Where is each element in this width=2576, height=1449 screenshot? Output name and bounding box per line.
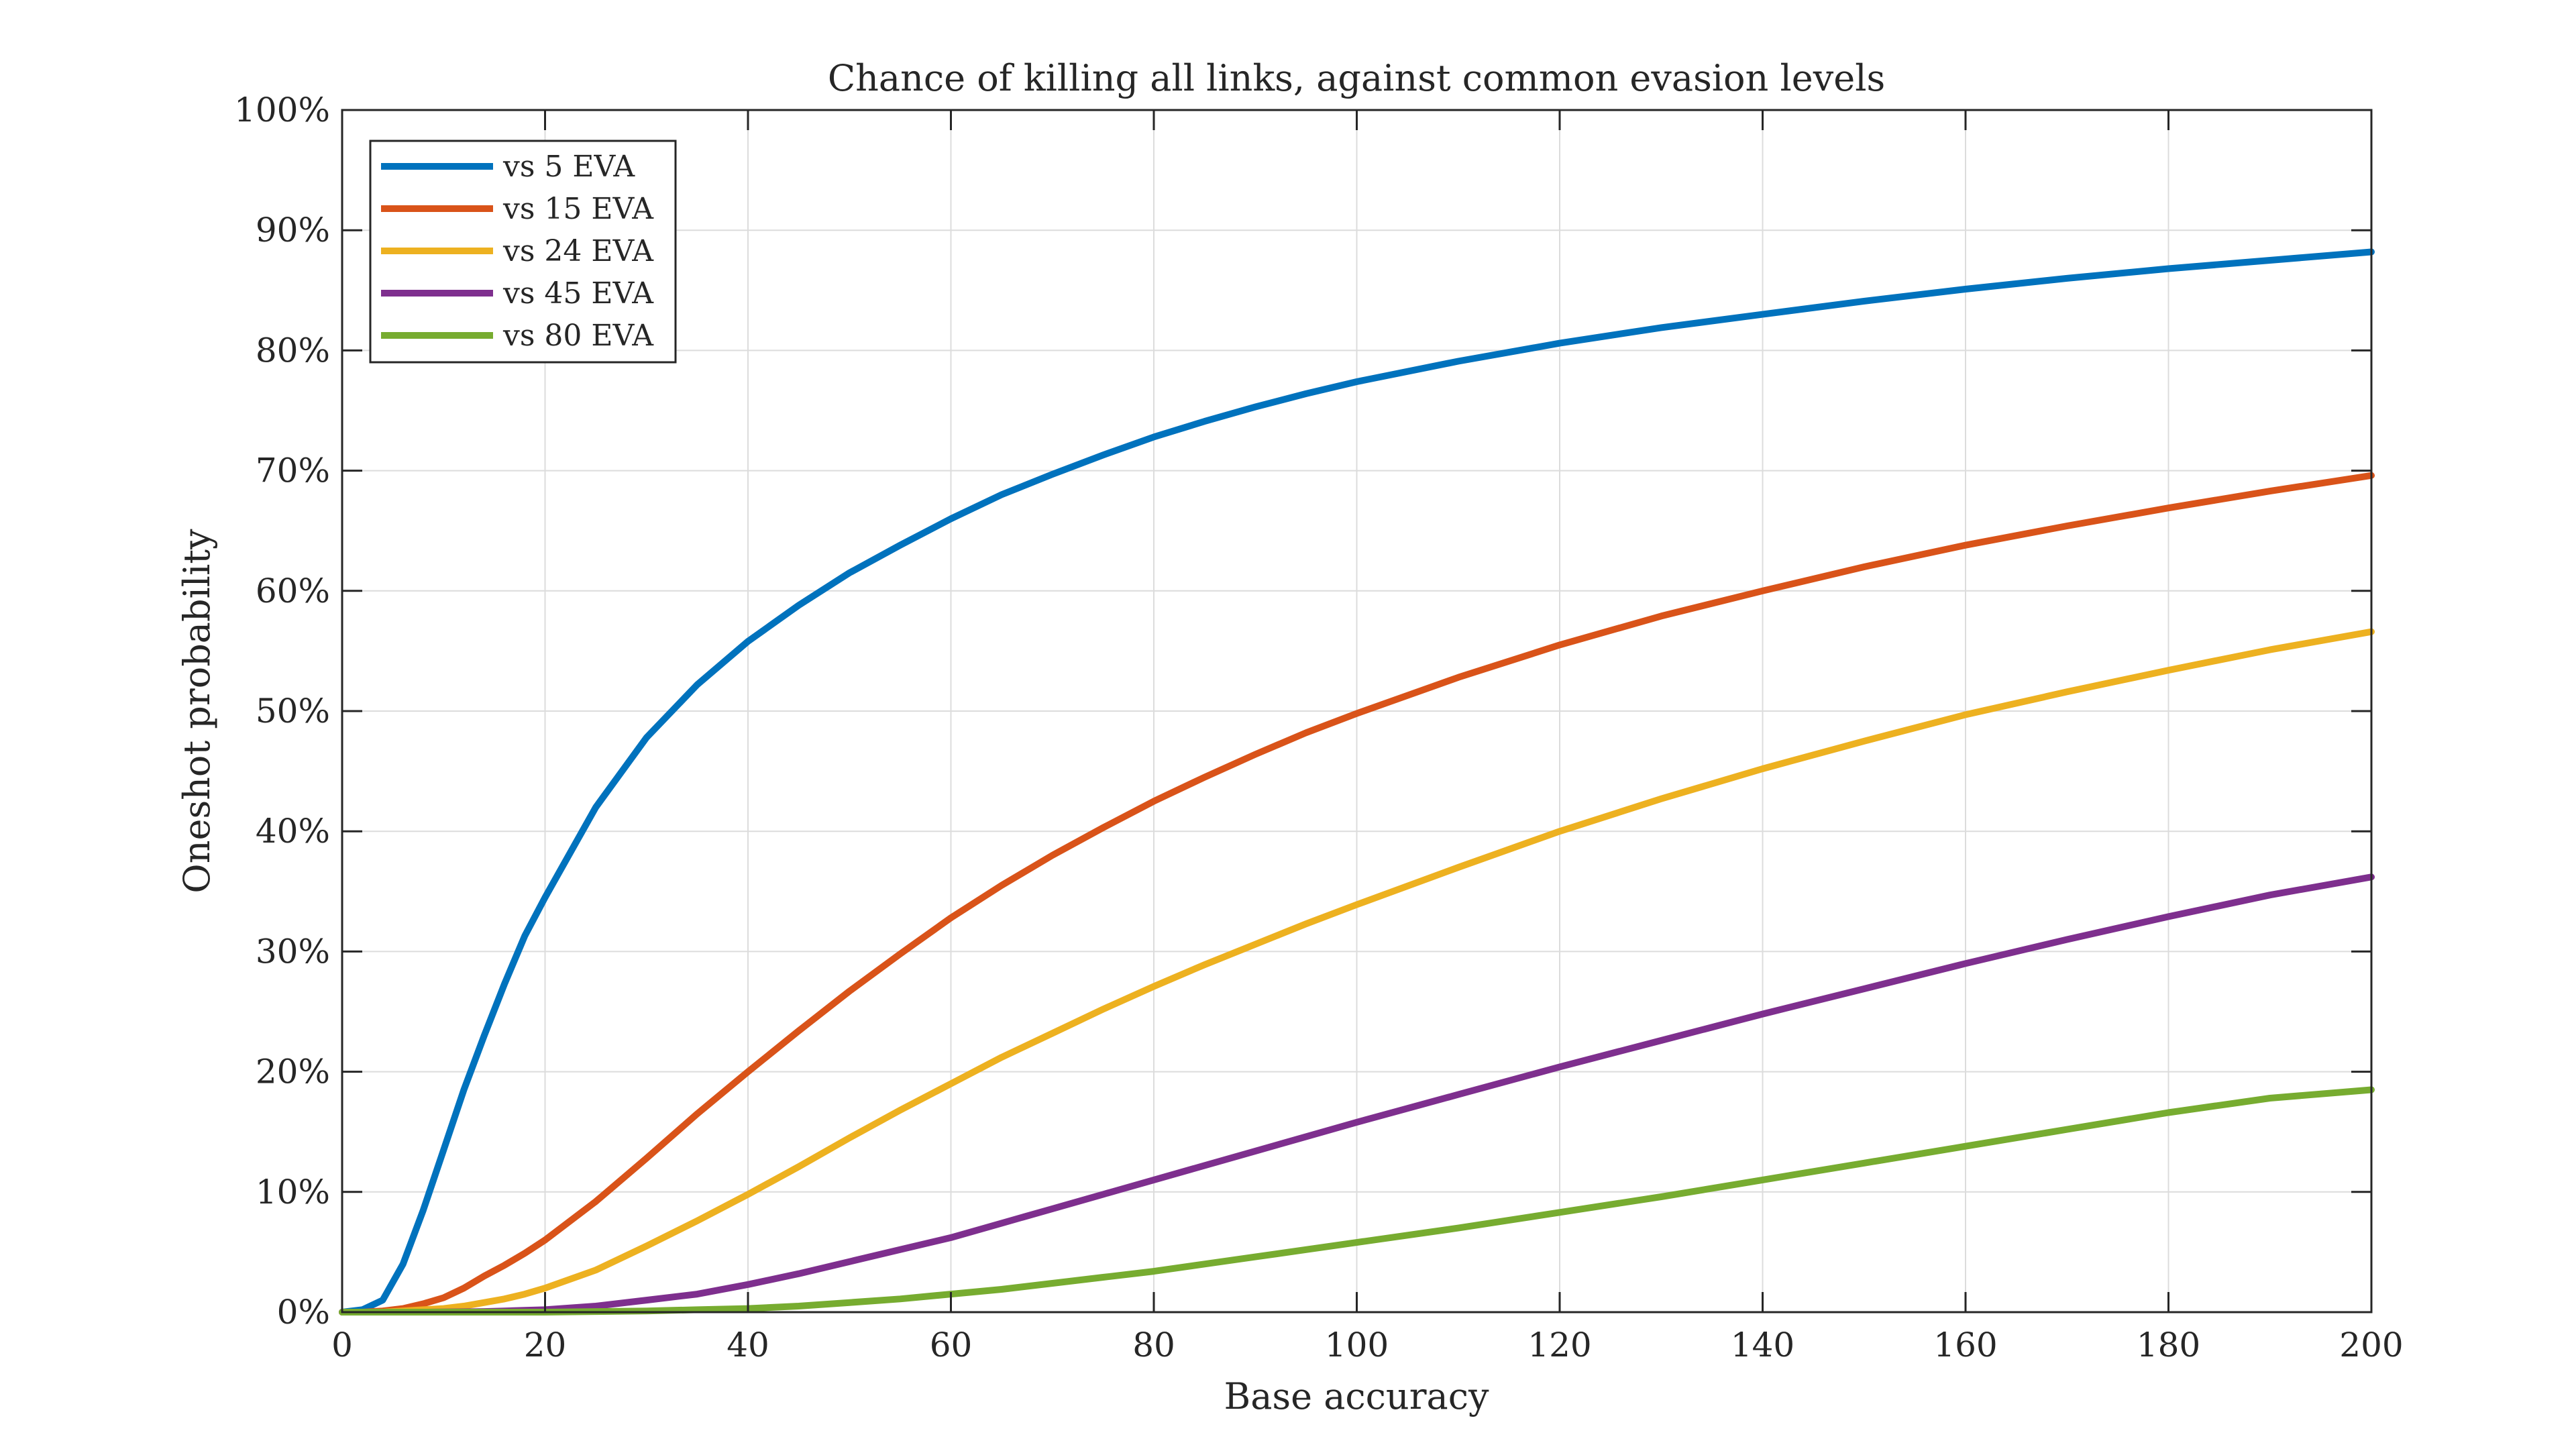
legend-label: vs 5 EVA [502,150,635,184]
series-line-2 [339,472,2375,1316]
ticks [341,109,2373,1313]
x-tick-label: 20 [524,1326,567,1364]
x-tick-label: 200 [2339,1326,2403,1364]
legend-items: vs 5 EVA vs 15 EVA vs 24 EVA vs 45 EVA vs 80… [381,150,654,353]
x-tick-label: 160 [1933,1326,1997,1364]
legend-label: vs 80 EVA [502,319,654,353]
y-tick-label: 20% [256,1053,330,1091]
x-tick-label: 0 [331,1326,353,1364]
legend-label: vs 24 EVA [502,234,654,268]
x-tick-label: 40 [727,1326,769,1364]
x-tick-label: 120 [1527,1326,1591,1364]
series-line-3 [339,628,2375,1316]
x-tick-label: 180 [2137,1326,2200,1364]
legend-label: vs 45 EVA [502,276,654,311]
y-axis-label: Oneshot probability [176,529,218,894]
y-tick-label: 70% [256,451,330,490]
x-tick-label: 60 [930,1326,973,1364]
y-tick-labels: 0% 10% 20% 30% 40% 50% 60% 70% 80% 90% 100% [234,91,330,1332]
legend: vs 5 EVA vs 15 EVA vs 24 EVA vs 45 EVA vs 80… [369,140,677,364]
y-tick-label: 0% [277,1293,330,1332]
y-tick-label: 30% [256,932,330,971]
y-tick-label: 100% [234,91,330,129]
y-tick-label: 60% [256,572,330,610]
y-tick-label: 50% [256,692,330,731]
y-tick-label: 90% [256,211,330,250]
y-tick-label: 10% [256,1173,330,1212]
x-tick-labels: 0 20 40 60 80 100 120 140 160 180 200 [331,1326,2404,1364]
legend-label: vs 15 EVA [502,192,654,226]
x-axis-label: Base accuracy [1224,1375,1489,1417]
x-tick-label: 80 [1132,1326,1175,1364]
y-tick-label: 40% [256,812,330,851]
x-tick-label: 140 [1731,1326,1794,1364]
series-line-1 [339,248,2375,1316]
chart-title: Chance of killing all links, against com… [828,57,1885,99]
x-tick-label: 100 [1325,1326,1389,1364]
y-tick-label: 80% [256,331,330,370]
